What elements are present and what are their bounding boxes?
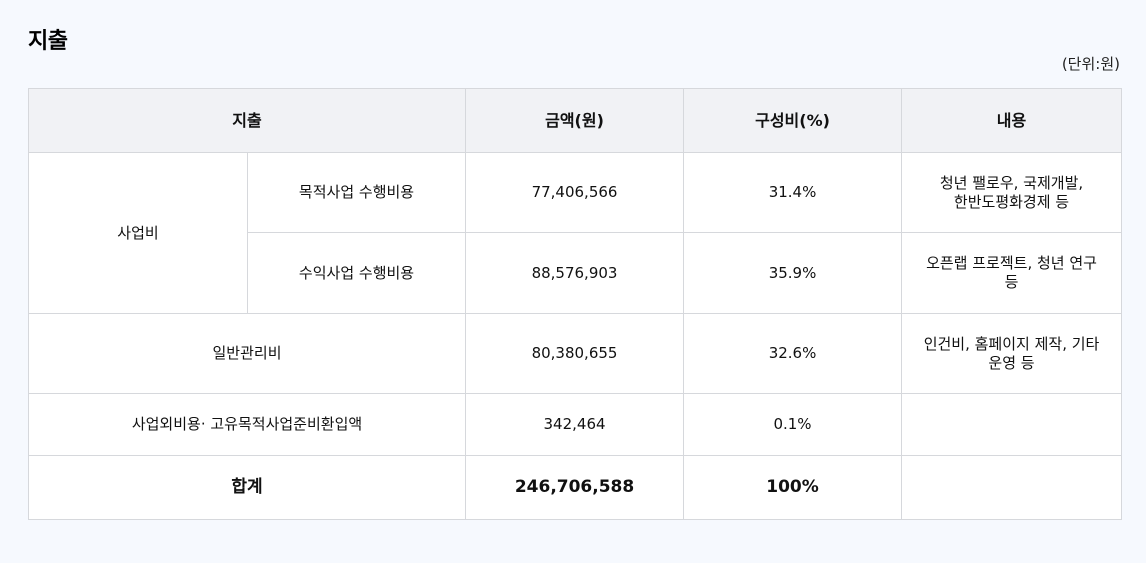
row-label: 수익사업 수행비용 xyxy=(246,232,467,314)
total-description xyxy=(901,455,1123,520)
table-row: 사업비 목적사업 수행비용 77,406,566 31.4% 청년 팰로우, 국… xyxy=(28,152,1123,314)
row-ratio: 32.6% xyxy=(683,313,903,394)
total-label: 합계 xyxy=(27,455,467,520)
row-ratio: 0.1% xyxy=(683,393,903,456)
row-description: 청년 팰로우, 국제개발, 한반도평화경제 등 xyxy=(901,152,1123,233)
header-description: 내용 xyxy=(901,88,1123,153)
row-description: 인건비, 홈페이지 제작, 기타 운영 등 xyxy=(901,313,1123,394)
table-row: 수익사업 수행비용 88,576,903 35.9% 오픈랩 프로젝트, 청년 … xyxy=(29,232,1123,314)
expense-table: 지출 금액(원) 구성비(%) 내용 사업비 목적사업 수행비용 77,406,… xyxy=(27,88,1123,520)
header-category: 지출 xyxy=(27,88,467,153)
row-amount: 77,406,566 xyxy=(465,152,685,233)
table-row: 일반관리비 80,380,655 32.6% 인건비, 홈페이지 제작, 기타 … xyxy=(27,313,1123,394)
table-row: 사업외비용· 고유목적사업준비환입액 342,464 0.1% xyxy=(27,393,1123,456)
header-amount: 금액(원) xyxy=(465,88,685,153)
total-amount: 246,706,588 xyxy=(465,455,685,520)
table-header-row: 지출 금액(원) 구성비(%) 내용 xyxy=(27,88,1123,153)
row-description: 오픈랩 프로젝트, 청년 연구 등 xyxy=(901,232,1123,314)
row-ratio: 31.4% xyxy=(683,152,903,233)
row-amount: 88,576,903 xyxy=(465,232,685,314)
row-description xyxy=(901,393,1123,456)
row-amount: 80,380,655 xyxy=(465,313,685,394)
unit-note: (단위:원) xyxy=(1061,55,1120,73)
total-ratio: 100% xyxy=(683,455,903,520)
row-label: 일반관리비 xyxy=(27,313,467,394)
row-label: 사업외비용· 고유목적사업준비환입액 xyxy=(27,393,467,456)
row-ratio: 35.9% xyxy=(683,232,903,314)
page-title: 지출 xyxy=(28,29,68,54)
total-row: 합계 246,706,588 100% xyxy=(27,455,1123,520)
row-amount: 342,464 xyxy=(465,393,685,456)
header-ratio: 구성비(%) xyxy=(683,88,903,153)
row-label: 목적사업 수행비용 xyxy=(246,152,467,233)
business-group-label: 사업비 xyxy=(28,152,248,314)
